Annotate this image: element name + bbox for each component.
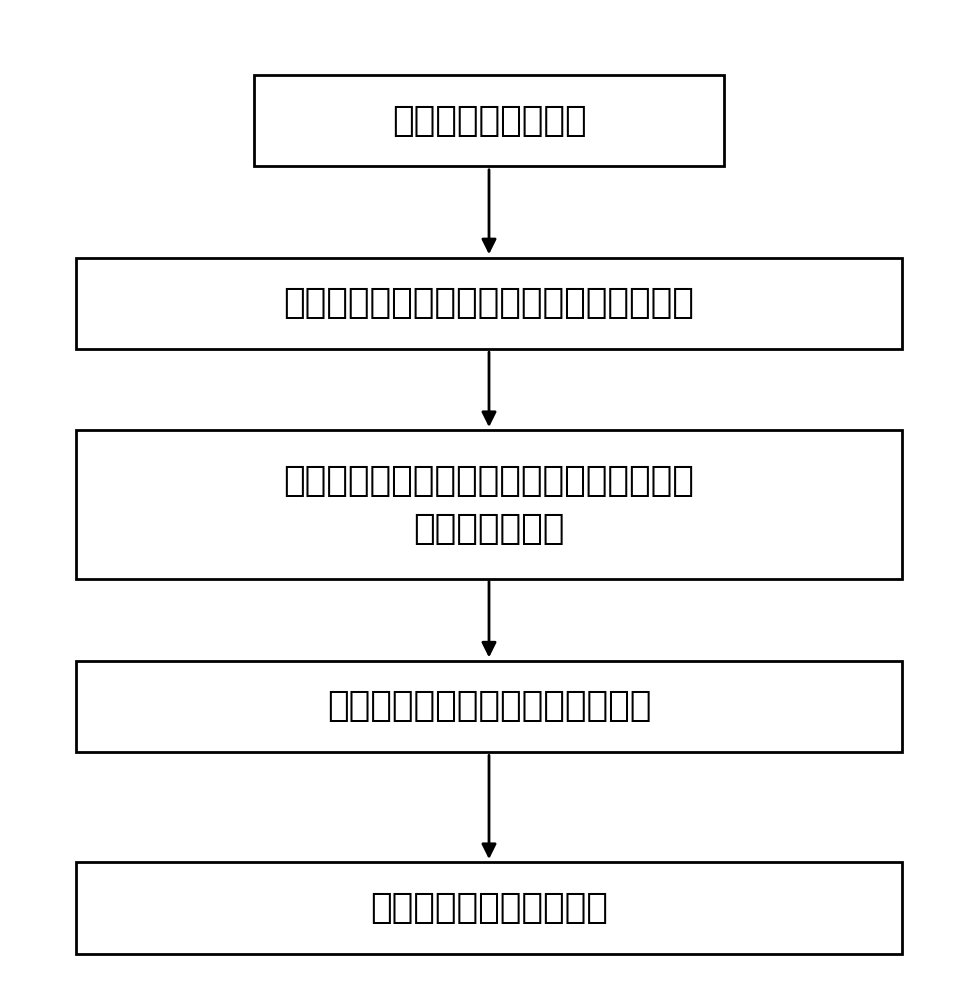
Bar bbox=[76, 258, 901, 349]
Bar bbox=[254, 75, 723, 166]
Text: 采用有向无环图对周期性依赖任务进行建模: 采用有向无环图对周期性依赖任务进行建模 bbox=[283, 286, 694, 320]
Bar bbox=[76, 430, 901, 579]
Text: 用改进的遗传算法求解最优化模型: 用改进的遗传算法求解最优化模型 bbox=[326, 689, 651, 723]
Text: 根据最优解进行任务调度: 根据最优解进行任务调度 bbox=[369, 891, 608, 925]
Text: 初始化遗传算法参数: 初始化遗传算法参数 bbox=[391, 104, 586, 138]
Bar bbox=[76, 862, 901, 954]
Bar bbox=[76, 661, 901, 752]
Text: 建立调度任务的目标函数并设定约束条件，
得到最优化模型: 建立调度任务的目标函数并设定约束条件， 得到最优化模型 bbox=[283, 464, 694, 546]
